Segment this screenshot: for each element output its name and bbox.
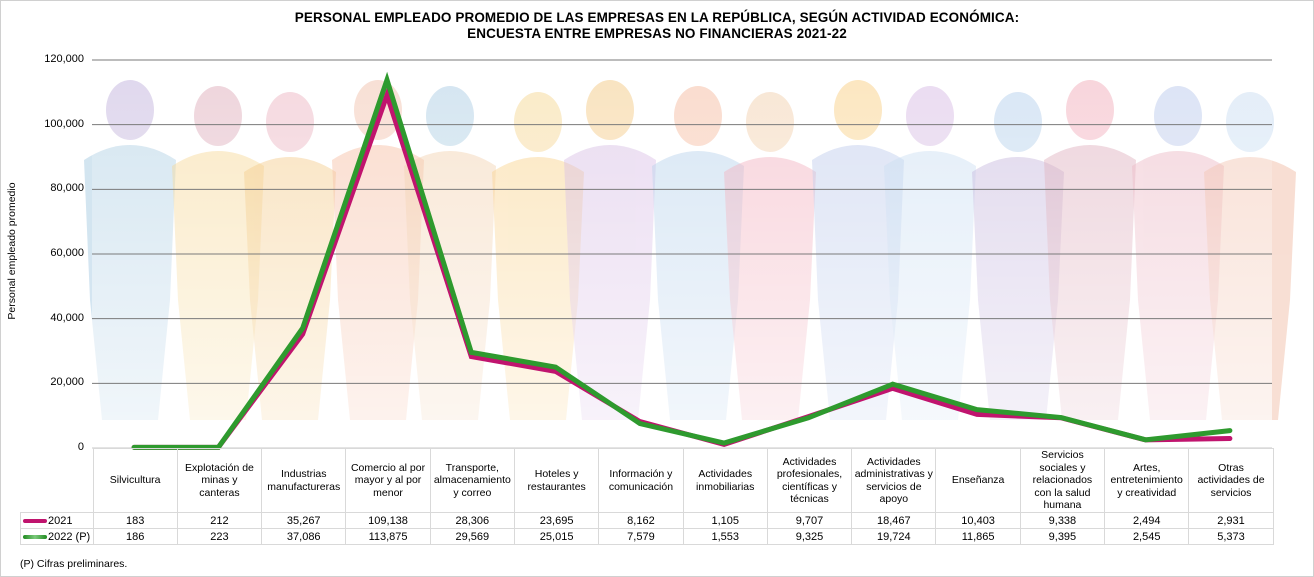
data-value-2022: 37,086 bbox=[261, 528, 347, 545]
category-label: Actividades inmobiliarias bbox=[682, 448, 768, 513]
category-label: Enseñanza bbox=[935, 448, 1021, 513]
data-table: Silvicultura Explotación de minas y cante… bbox=[20, 448, 1274, 545]
category-header-row: Silvicultura Explotación de minas y cante… bbox=[20, 448, 1274, 513]
y-tick-label: 60,000 bbox=[50, 247, 84, 259]
data-value-2021: 28,306 bbox=[429, 512, 515, 529]
data-value-2021: 9,707 bbox=[766, 512, 853, 529]
category-label: Explotación de minas y canteras bbox=[176, 448, 263, 513]
table-corner bbox=[20, 448, 94, 513]
y-tick-label: 0 bbox=[77, 441, 84, 453]
legend-2022: 2022 (P) bbox=[20, 528, 94, 545]
category-label: Silvicultura bbox=[92, 448, 178, 513]
category-label: Hoteles y restaurantes bbox=[513, 448, 600, 513]
category-label: Industrias manufactureras bbox=[261, 448, 347, 513]
data-value-2022: 25,015 bbox=[513, 528, 600, 545]
series-lines bbox=[131, 71, 1233, 450]
legend-2021: 2021 bbox=[20, 512, 94, 529]
category-label: Actividades administrativas y servicios … bbox=[851, 448, 937, 513]
data-value-2022: 9,325 bbox=[766, 528, 853, 545]
data-value-2022: 11,865 bbox=[935, 528, 1021, 545]
chart-subtitle: ENCUESTA ENTRE EMPRESAS NO FINANCIERAS 2… bbox=[467, 26, 847, 41]
legend-key-2022 bbox=[23, 534, 47, 539]
table-row-2021: 2021 183 212 35,267 109,138 28,306 23,695 8,16… bbox=[20, 512, 1274, 529]
category-label: Actividades profesionales, científicas y… bbox=[766, 448, 853, 513]
chart-title-line1: PERSONAL EMPLEADO PROMEDIO DE LAS EMPRES… bbox=[294, 10, 1020, 25]
data-value-2022: 113,875 bbox=[345, 528, 431, 545]
series-line-2022 bbox=[131, 71, 1233, 450]
data-value-2022: 19,724 bbox=[851, 528, 937, 545]
data-value-2021: 18,467 bbox=[851, 512, 937, 529]
data-value-2022: 2,545 bbox=[1104, 528, 1190, 545]
data-value-2021: 9,338 bbox=[1019, 512, 1106, 529]
legend-key-2021 bbox=[23, 518, 47, 523]
data-value-2022: 1,553 bbox=[682, 528, 768, 545]
data-value-2021: 2,931 bbox=[1188, 512, 1274, 529]
category-label: Comercio al por mayor y al por menor bbox=[345, 448, 431, 513]
legend-label-2022: 2022 (P) bbox=[48, 530, 91, 543]
y-tick-label: 100,000 bbox=[44, 117, 84, 130]
category-label: Otras actividades de servicios bbox=[1188, 448, 1274, 513]
category-label: Transporte, almacenamiento y correo bbox=[429, 448, 515, 513]
data-value-2021: 212 bbox=[176, 512, 263, 529]
y-tick-label: 120,000 bbox=[44, 53, 84, 65]
category-label: Servicios sociales y relacionados con la… bbox=[1019, 448, 1106, 513]
data-value-2021: 8,162 bbox=[598, 512, 684, 529]
data-value-2021: 10,403 bbox=[935, 512, 1021, 529]
data-value-2022: 186 bbox=[92, 528, 178, 545]
table-row-2022: 2022 (P) 186 223 37,086 113,875 29,569 25,015… bbox=[20, 528, 1274, 545]
footnote: (P) Cifras preliminares. bbox=[20, 558, 128, 570]
y-tick-label: 80,000 bbox=[50, 182, 84, 195]
data-value-2021: 1,105 bbox=[682, 512, 768, 529]
legend-label-2021: 2021 bbox=[48, 514, 73, 527]
data-value-2022: 9,395 bbox=[1019, 528, 1106, 545]
category-label: Información y comunicación bbox=[598, 448, 684, 513]
data-value-2021: 109,138 bbox=[345, 512, 431, 529]
chart-title: PERSONAL EMPLEADO PROMEDIO DE LAS EMPRES… bbox=[0, 10, 1314, 42]
data-value-2022: 5,373 bbox=[1188, 528, 1274, 545]
data-value-2021: 183 bbox=[92, 512, 178, 529]
y-tick-label: 20,000 bbox=[50, 376, 84, 389]
data-value-2022: 7,579 bbox=[598, 528, 684, 545]
y-tick-label: 40,000 bbox=[50, 311, 84, 324]
data-value-2021: 2,494 bbox=[1104, 512, 1190, 529]
data-value-2022: 223 bbox=[176, 528, 263, 545]
category-label: Artes, entretenimiento y creatividad bbox=[1104, 448, 1190, 513]
data-value-2022: 29,569 bbox=[429, 528, 515, 545]
data-value-2021: 23,695 bbox=[513, 512, 600, 529]
data-value-2021: 35,267 bbox=[261, 512, 347, 529]
